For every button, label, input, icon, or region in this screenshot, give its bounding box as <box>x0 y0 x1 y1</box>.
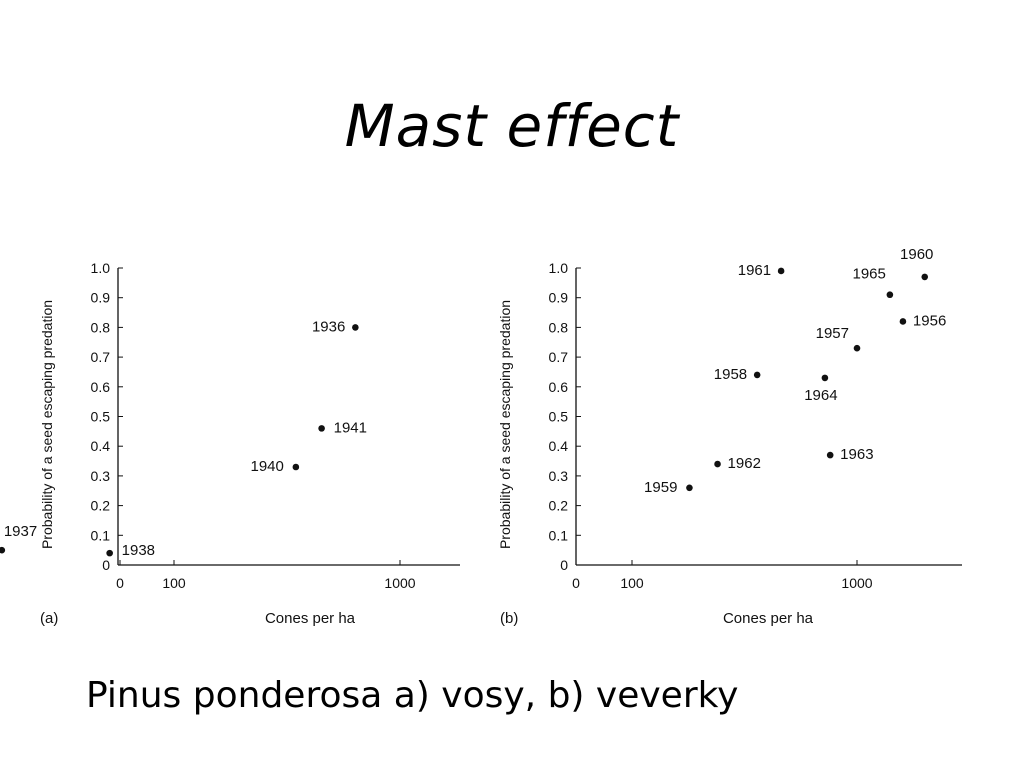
data-point <box>0 546 6 554</box>
point-label: 1938 <box>122 542 155 559</box>
x-tick-label: 100 <box>620 575 644 591</box>
y-tick-label: 0 <box>102 557 110 573</box>
point-label: 1964 <box>804 387 837 404</box>
point-label: 1959 <box>644 479 677 496</box>
data-point <box>753 371 761 379</box>
data-point <box>292 463 300 471</box>
x-tick-label: 0 <box>572 575 580 591</box>
y-tick-label: 0.5 <box>549 409 569 425</box>
data-point <box>318 425 325 432</box>
y-tick-label: 1.0 <box>549 260 569 276</box>
y-tick-label: 0.4 <box>91 438 111 454</box>
y-tick-label: 0.9 <box>91 290 111 306</box>
y-tick-label: 0.5 <box>91 409 111 425</box>
data-point <box>686 484 693 492</box>
x-tick-label: 0 <box>116 575 124 591</box>
y-tick-label: 1.0 <box>91 260 111 276</box>
point-label: 1940 <box>250 458 283 475</box>
data-point <box>853 344 861 352</box>
chart-panel-a: 0 0.1 0.2 0.3 0.4 0.5 0.6 0.7 0.8 0.9 1.0 0 100 1000 P… <box>0 260 460 627</box>
y-tick-label: 0.2 <box>549 498 569 514</box>
y-tick-label: 0.1 <box>549 527 569 543</box>
y-axis-title: Probability of a seed escaping predation <box>497 300 513 549</box>
y-tick-label: 0 <box>560 557 568 573</box>
y-tick-label: 0.7 <box>549 349 569 365</box>
y-tick-label: 0.3 <box>91 468 111 484</box>
point-label: 1958 <box>714 366 747 383</box>
y-tick-label: 0.6 <box>549 379 569 395</box>
data-point <box>899 318 907 325</box>
point-label: 1960 <box>900 246 933 263</box>
point-label: 1962 <box>728 455 761 472</box>
point-label: 1937 <box>4 523 37 540</box>
panel-label: (b) <box>500 610 518 627</box>
data-point <box>777 267 785 275</box>
point-label: 1957 <box>816 325 849 342</box>
point-label: 1963 <box>840 446 873 463</box>
panel-label: (a) <box>40 610 58 627</box>
x-axis-title: Cones per ha <box>723 610 814 627</box>
y-tick-label: 0.4 <box>549 438 569 454</box>
data-point <box>714 460 721 468</box>
data-point <box>886 291 894 299</box>
x-axis-title: Cones per ha <box>265 610 356 627</box>
data-point <box>106 549 113 557</box>
y-tick-label: 0.9 <box>549 290 569 306</box>
data-point <box>826 451 834 459</box>
point-label: 1961 <box>738 262 771 279</box>
data-point <box>352 324 359 331</box>
x-tick-label: 1000 <box>384 575 415 591</box>
y-tick-label: 0.1 <box>91 527 111 543</box>
y-axis-title: Probability of a seed escaping predation <box>39 300 55 549</box>
point-label: 1941 <box>334 419 367 436</box>
y-tick-label: 0.7 <box>91 349 111 365</box>
y-tick-label: 0.3 <box>549 468 569 484</box>
point-label: 1956 <box>913 312 946 329</box>
slide-caption: Pinus ponderosa a) vosy, b) veverky <box>86 675 739 716</box>
x-tick-label: 100 <box>162 575 186 591</box>
data-point <box>921 273 929 281</box>
point-label: 1965 <box>853 266 886 283</box>
y-tick-label: 0.8 <box>91 319 111 335</box>
y-tick-label: 0.2 <box>91 498 111 514</box>
data-point <box>821 374 829 382</box>
y-tick-label: 0.8 <box>549 319 569 335</box>
x-tick-label: 1000 <box>841 575 872 591</box>
point-label: 1936 <box>312 318 345 335</box>
chart-panel-b: 0 0.1 0.2 0.3 0.4 0.5 0.6 0.7 0.8 0.9 1.0 0 100 1000 P… <box>497 246 962 627</box>
slide-title: Mast effect <box>344 92 680 160</box>
y-tick-label: 0.6 <box>91 379 111 395</box>
